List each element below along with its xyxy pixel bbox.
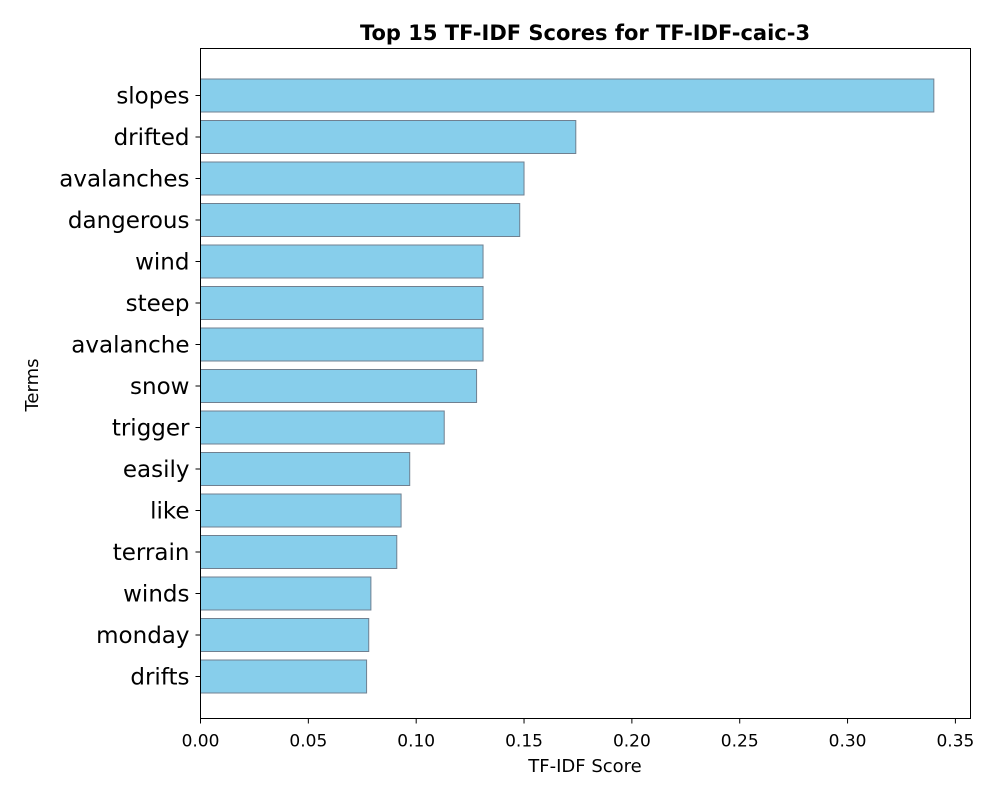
x-tick-label: 0.20 bbox=[613, 732, 651, 752]
x-tick-label: 0.35 bbox=[936, 732, 974, 752]
bar-drifted bbox=[200, 120, 577, 154]
bar-wind bbox=[200, 244, 484, 279]
y-tick-label: snow bbox=[130, 374, 189, 400]
bar-snow bbox=[200, 369, 478, 403]
bar-avalanches bbox=[200, 161, 525, 196]
x-tick-label: 0.10 bbox=[397, 732, 435, 752]
x-tick-label: 0.15 bbox=[505, 732, 543, 752]
x-tick-label: 0.25 bbox=[721, 732, 759, 752]
x-axis-ticks: 0.00 0.05 0.10 0.15 0.20 0.25 0.30 0.35 bbox=[182, 718, 974, 752]
plot-frame bbox=[200, 48, 971, 719]
bar-like bbox=[200, 493, 402, 528]
y-tick-label: avalanche bbox=[71, 333, 189, 359]
bar-avalanche bbox=[200, 327, 484, 362]
y-tick-label: trigger bbox=[112, 416, 190, 442]
y-tick-label: terrain bbox=[113, 540, 190, 566]
bars-group bbox=[200, 78, 935, 694]
bar-winds bbox=[200, 576, 372, 611]
y-axis-ticks: slopes drifted avalanches dangerous wind stee… bbox=[59, 84, 201, 691]
y-tick-label: monday bbox=[96, 623, 189, 649]
y-tick-label: wind bbox=[135, 250, 189, 276]
x-tick-label: 0.30 bbox=[829, 732, 867, 752]
x-axis-label: TF-IDF Score bbox=[527, 756, 642, 777]
bar-dangerous bbox=[200, 203, 521, 237]
bar-steep bbox=[200, 286, 484, 320]
bar-slopes bbox=[200, 78, 935, 113]
y-tick-label: winds bbox=[123, 582, 189, 608]
y-tick-label: drifts bbox=[130, 665, 189, 691]
y-tick-label: easily bbox=[123, 457, 190, 483]
bar-drifts bbox=[200, 659, 368, 694]
y-tick-label: steep bbox=[126, 291, 190, 317]
bar-trigger bbox=[200, 410, 445, 445]
y-tick-label: like bbox=[150, 499, 189, 525]
y-tick-label: slopes bbox=[116, 84, 189, 110]
x-tick-label: 0.00 bbox=[182, 732, 220, 752]
y-tick-label: drifted bbox=[114, 125, 190, 151]
chart-title: Top 15 TF-IDF Scores for TF-IDF-caic-3 bbox=[360, 21, 810, 45]
x-tick-label: 0.05 bbox=[289, 732, 327, 752]
y-axis-label: Terms bbox=[22, 358, 43, 412]
bar-terrain bbox=[200, 535, 398, 569]
y-tick-label: dangerous bbox=[68, 208, 190, 234]
bar-easily bbox=[200, 452, 411, 486]
bar-monday bbox=[200, 618, 370, 652]
y-tick-label: avalanches bbox=[59, 167, 189, 193]
